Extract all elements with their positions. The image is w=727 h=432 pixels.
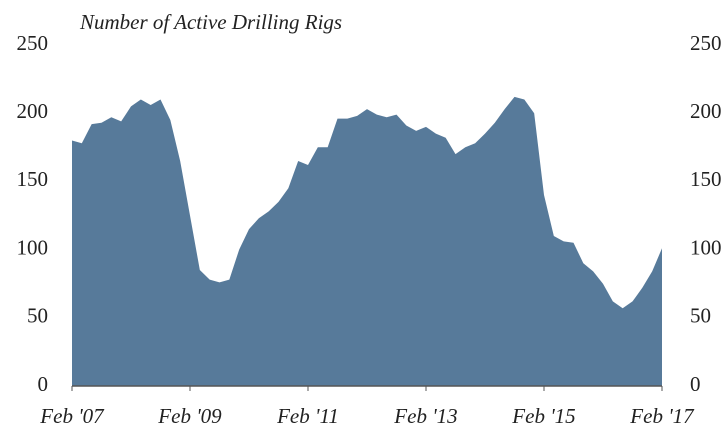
x-tick-label: Feb '11	[276, 404, 339, 428]
y-tick-label: 150	[17, 167, 49, 191]
x-tick-label: Feb '07	[39, 404, 105, 428]
area	[72, 96, 662, 386]
y2-tick-label: 50	[690, 304, 711, 328]
y-tick-label: 50	[27, 304, 48, 328]
x-tick-label: Feb '15	[511, 404, 575, 428]
y-tick-label: 0	[38, 372, 49, 396]
y2-tick-label: 200	[690, 99, 722, 123]
y2-tick-label: 250	[690, 31, 722, 55]
y2-tick-label: 0	[690, 372, 701, 396]
y-tick-label: 200	[17, 99, 49, 123]
x-tick-label: Feb '17	[629, 404, 695, 428]
y2-tick-label: 100	[690, 235, 722, 259]
chart-title: Number of Active Drilling Rigs	[79, 10, 342, 34]
y2-tick-label: 150	[690, 167, 722, 191]
y-tick-label: 100	[17, 235, 49, 259]
x-tick-label: Feb '09	[157, 404, 222, 428]
x-tick-label: Feb '13	[393, 404, 457, 428]
y-tick-label: 250	[17, 31, 49, 55]
